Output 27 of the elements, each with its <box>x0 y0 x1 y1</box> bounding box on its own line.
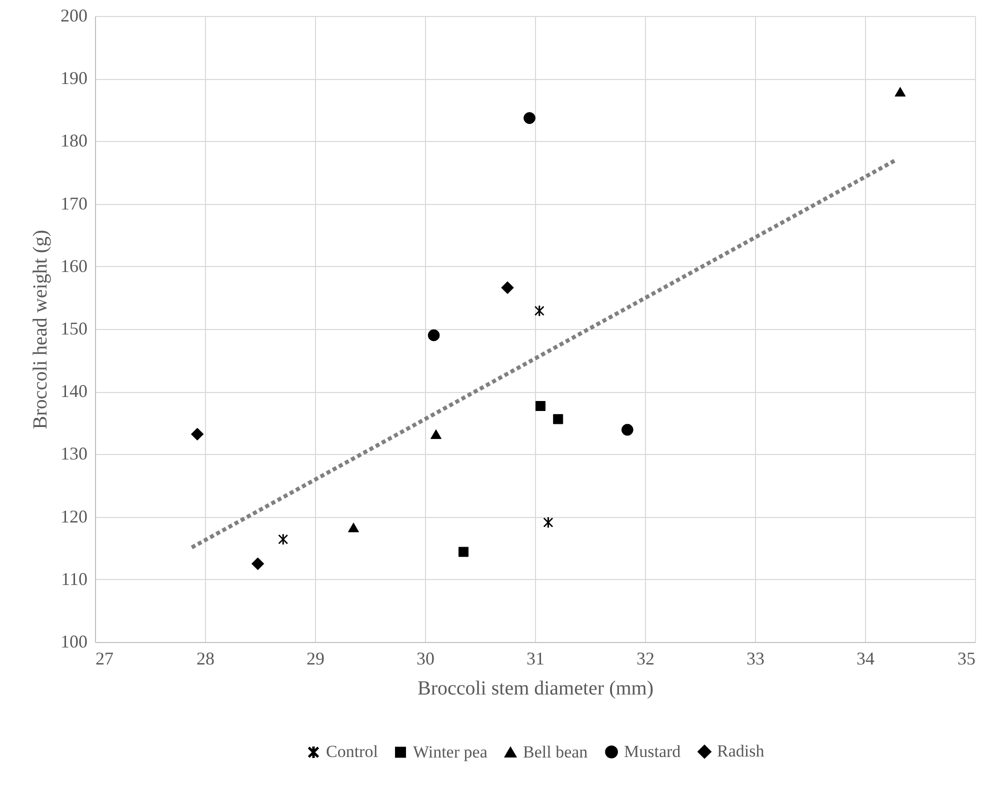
x-axis-title: Broccoli stem diameter (mm) <box>417 678 654 700</box>
y-tick-label: 200 <box>60 6 88 26</box>
x-tick-label: 28 <box>196 648 214 668</box>
legend-label: Bell bean <box>523 742 588 762</box>
y-tick-label: 130 <box>60 444 88 464</box>
y-tick-label: 110 <box>61 568 88 589</box>
x-tick-label: 29 <box>306 648 324 668</box>
x-tick-label: 32 <box>636 648 654 668</box>
legend-label: Mustard <box>624 742 682 761</box>
y-tick-label: 140 <box>60 381 88 402</box>
y-tick-label: 190 <box>60 68 88 88</box>
legend-label: Control <box>326 742 378 762</box>
x-tick-label: 31 <box>526 648 544 668</box>
x-tick-label: 30 <box>416 648 434 668</box>
y-tick-label: 150 <box>60 318 88 338</box>
x-tick-label: 27 <box>96 648 114 668</box>
x-tick-label: 33 <box>746 648 764 668</box>
y-axis-title: Broccoli head weight (g) <box>30 230 52 430</box>
y-tick-label: 180 <box>60 130 88 151</box>
legend-label: Radish <box>717 742 765 761</box>
y-tick-label: 170 <box>60 193 88 214</box>
y-tick-label: 100 <box>60 632 88 652</box>
y-tick-label: 120 <box>60 506 88 526</box>
x-tick-label: 34 <box>856 648 874 668</box>
x-tick-label: 35 <box>958 648 976 668</box>
legend-label: Winter pea <box>413 742 488 762</box>
y-tick-label: 160 <box>60 256 88 276</box>
